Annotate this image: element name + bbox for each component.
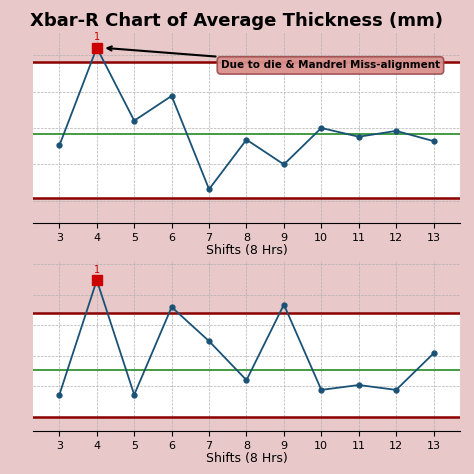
X-axis label: Shifts (8 Hrs): Shifts (8 Hrs) (206, 244, 287, 257)
Bar (33, 261, 460, 313)
Text: 1: 1 (94, 32, 100, 42)
Bar (33, 417, 460, 431)
Text: 1: 1 (94, 265, 100, 275)
Bar (33, 198, 460, 223)
X-axis label: Shifts (8 Hrs): Shifts (8 Hrs) (206, 453, 287, 465)
Text: Due to die & Mandrel Miss-alignment: Due to die & Mandrel Miss-alignment (108, 46, 440, 71)
Text: Xbar-R Chart of Average Thickness (mm): Xbar-R Chart of Average Thickness (mm) (30, 12, 444, 30)
Bar (33, 33, 460, 63)
